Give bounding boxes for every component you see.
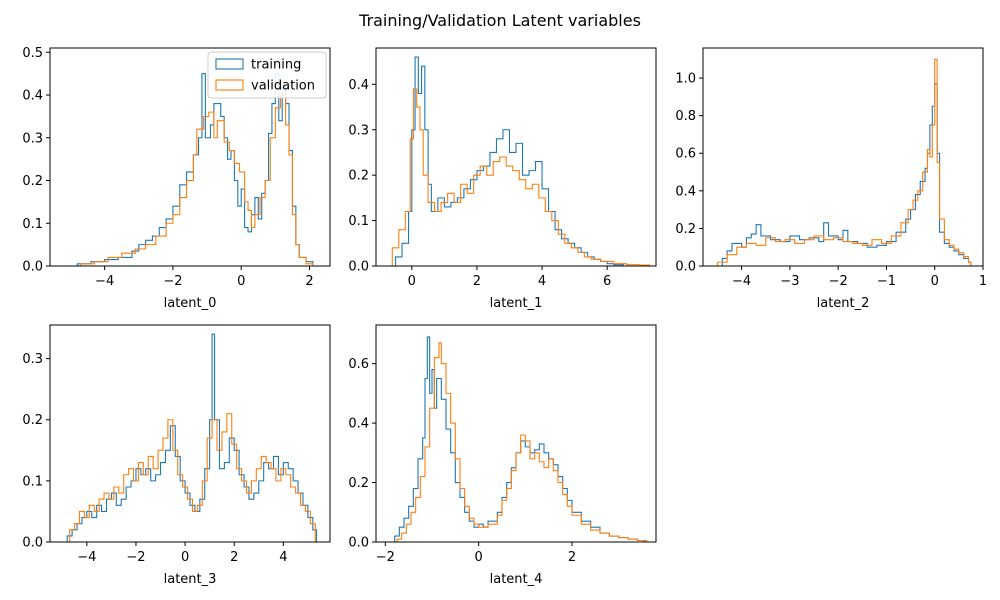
x-axis-label-2: latent_2 xyxy=(817,296,870,311)
x-tick-label-0-3: 2 xyxy=(305,274,313,289)
axes-frame-4 xyxy=(375,324,657,543)
x-tick-label-0-1: −2 xyxy=(163,274,182,289)
series-validation-3 xyxy=(64,413,316,542)
y-tick-label-2-0: 0.0 xyxy=(675,260,696,275)
y-tick-label-2-1: 0.2 xyxy=(675,222,696,237)
x-tick-label-1-2: 4 xyxy=(538,274,546,289)
x-tick-label-2-4: 0 xyxy=(931,274,939,289)
x-axis-label-0: latent_0 xyxy=(164,296,217,311)
x-tick-label-1-3: 6 xyxy=(603,274,611,289)
y-tick-label-2-5: 1.0 xyxy=(675,72,696,87)
subplot-2: −4 −3 −2 −1 0 1 0.0 0.2 0.4 0.6 0.8 1.0 latent_2 xyxy=(675,47,987,311)
y-tick-label-1-1: 0.1 xyxy=(348,214,369,229)
series-training-2 xyxy=(717,83,972,266)
x-axis-label-1: latent_1 xyxy=(490,296,543,311)
y-tick-label-4-3: 0.6 xyxy=(348,357,369,372)
y-tick-label-0-2: 0.2 xyxy=(22,174,43,189)
series-validation-1 xyxy=(385,88,651,266)
x-tick-label-4-0: −2 xyxy=(376,550,395,565)
x-tick-label-2-5: 1 xyxy=(979,274,987,289)
y-tick-label-3-2: 0.2 xyxy=(22,413,43,428)
subplots: −4 −2 0 2 0.0 0.1 0.2 0.3 0.4 0.5 latent_0 training… xyxy=(22,46,987,587)
x-tick-label-2-0: −4 xyxy=(732,274,751,289)
legend: training validation xyxy=(207,51,327,99)
series-training-3 xyxy=(62,333,318,542)
legend-swatch-validation xyxy=(215,79,244,91)
series-training-1 xyxy=(389,56,624,266)
y-tick-label-3-0: 0.0 xyxy=(22,536,43,551)
x-axis-label-4: latent_4 xyxy=(490,572,543,587)
series-training-0 xyxy=(63,73,314,266)
figure-title: Training/Validation Latent variables xyxy=(358,11,641,30)
x-tick-label-2-2: −2 xyxy=(829,274,848,289)
x-tick-label-3-2: 0 xyxy=(181,550,189,565)
x-tick-label-1-1: 2 xyxy=(473,274,481,289)
y-tick-label-2-4: 0.8 xyxy=(675,109,696,124)
y-tick-label-2-2: 0.4 xyxy=(675,184,696,199)
y-tick-label-0-5: 0.5 xyxy=(22,46,43,61)
y-tick-label-2-3: 0.6 xyxy=(675,147,696,162)
y-tick-label-1-0: 0.0 xyxy=(348,260,369,275)
y-tick-label-4-0: 0.0 xyxy=(348,536,369,551)
y-tick-label-1-4: 0.4 xyxy=(348,78,369,93)
x-axis-label-3: latent_3 xyxy=(164,572,217,587)
axes-frame-0 xyxy=(49,47,331,267)
subplot-4: −2 0 2 0.0 0.2 0.4 0.6 latent_4 xyxy=(348,324,657,587)
y-tick-label-1-3: 0.3 xyxy=(348,123,369,138)
series-validation-0 xyxy=(67,94,314,266)
legend-label-training: training xyxy=(251,58,301,73)
y-tick-label-0-3: 0.3 xyxy=(22,131,43,146)
axes-frame-2 xyxy=(702,47,984,267)
y-tick-label-3-1: 0.1 xyxy=(22,474,43,489)
subplot-3: −4 −2 0 2 4 0.0 0.1 0.2 0.3 latent_3 xyxy=(22,324,331,587)
series-training-4 xyxy=(390,336,645,542)
axes-frame-3 xyxy=(49,324,331,543)
y-tick-label-0-1: 0.1 xyxy=(22,217,43,232)
subplot-1: 0 2 4 6 0.0 0.1 0.2 0.3 0.4 latent_1 xyxy=(348,47,657,311)
y-tick-label-3-3: 0.3 xyxy=(22,352,43,367)
y-tick-label-0-4: 0.4 xyxy=(22,89,43,104)
x-tick-label-2-1: −3 xyxy=(780,274,799,289)
series-validation-2 xyxy=(712,58,972,266)
y-tick-label-4-1: 0.2 xyxy=(348,476,369,491)
y-tick-label-4-2: 0.4 xyxy=(348,417,369,432)
legend-frame xyxy=(207,51,327,99)
x-tick-label-3-3: 2 xyxy=(230,550,238,565)
x-tick-label-4-2: 2 xyxy=(568,550,576,565)
x-tick-label-3-4: 4 xyxy=(279,550,287,565)
y-tick-label-0-0: 0.0 xyxy=(22,260,43,275)
x-tick-label-3-1: −2 xyxy=(126,550,145,565)
legend-swatch-training xyxy=(215,58,244,70)
legend-label-validation: validation xyxy=(251,79,315,94)
x-tick-label-4-1: 0 xyxy=(475,550,483,565)
axes-frame-1 xyxy=(375,47,657,267)
subplot-0: −4 −2 0 2 0.0 0.1 0.2 0.3 0.4 0.5 latent_0 training… xyxy=(22,46,331,311)
x-tick-label-1-0: 0 xyxy=(408,274,416,289)
x-tick-label-0-2: 0 xyxy=(237,274,245,289)
y-tick-label-1-2: 0.2 xyxy=(348,169,369,184)
x-tick-label-0-0: −4 xyxy=(95,274,114,289)
x-tick-label-2-3: −1 xyxy=(877,274,896,289)
x-tick-label-3-0: −4 xyxy=(77,550,96,565)
series-validation-4 xyxy=(392,342,648,542)
